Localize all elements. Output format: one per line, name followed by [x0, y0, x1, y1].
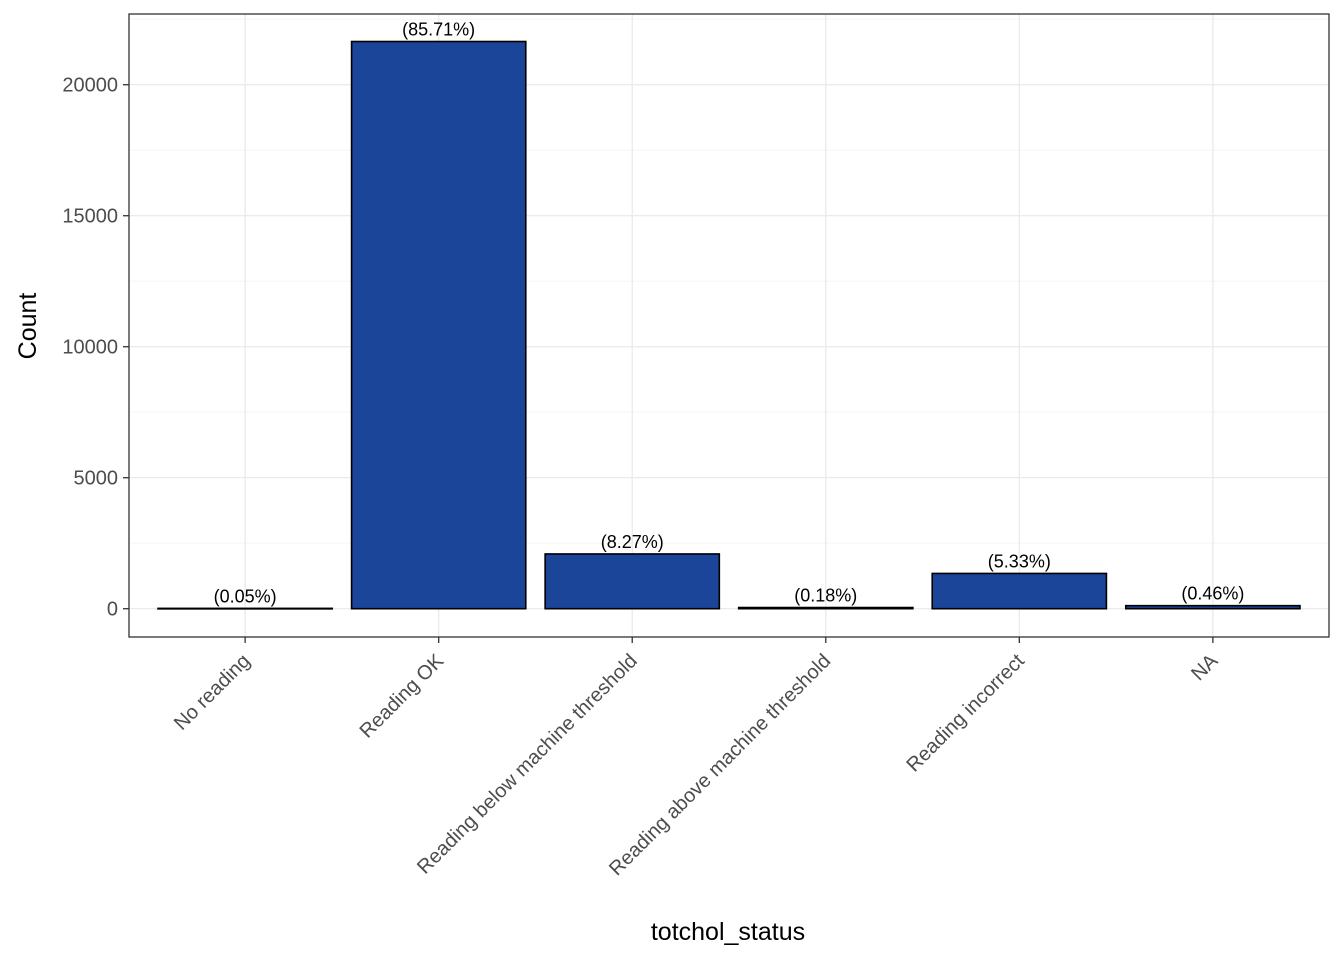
bar-reading-below-machine-threshold [544, 553, 721, 610]
x-axis-title: totchol_status [651, 918, 805, 946]
y-tick-label: 0 [107, 599, 118, 621]
bar-reading-above-machine-threshold [737, 606, 914, 610]
y-axis-title: Count [14, 293, 42, 360]
bar-data-label: (0.05%) [214, 586, 277, 606]
bar-reading-ok [350, 40, 527, 610]
bar-data-label: (85.71%) [402, 20, 475, 40]
y-tick-label: 5000 [74, 468, 119, 490]
y-tick-label: 15000 [62, 206, 118, 228]
grid-layer [129, 14, 1329, 637]
bar-data-label: (0.46%) [1181, 584, 1244, 604]
bar-data-label: (8.27%) [601, 532, 664, 552]
data-label-layer: (0.05%) (85.71%) (8.27%) (0.18%) (5.33%) (0.4… [214, 20, 1245, 607]
bar-data-label: (0.18%) [794, 586, 857, 606]
bar-na [1124, 604, 1301, 610]
y-tick-label: 10000 [62, 337, 118, 359]
bar-no-reading [157, 607, 334, 610]
bar-layer [157, 40, 1301, 610]
panel-border [128, 13, 1330, 638]
y-tick-label: 20000 [62, 75, 118, 97]
bar-data-label: (5.33%) [988, 551, 1051, 571]
bar-reading-incorrect [931, 572, 1108, 610]
